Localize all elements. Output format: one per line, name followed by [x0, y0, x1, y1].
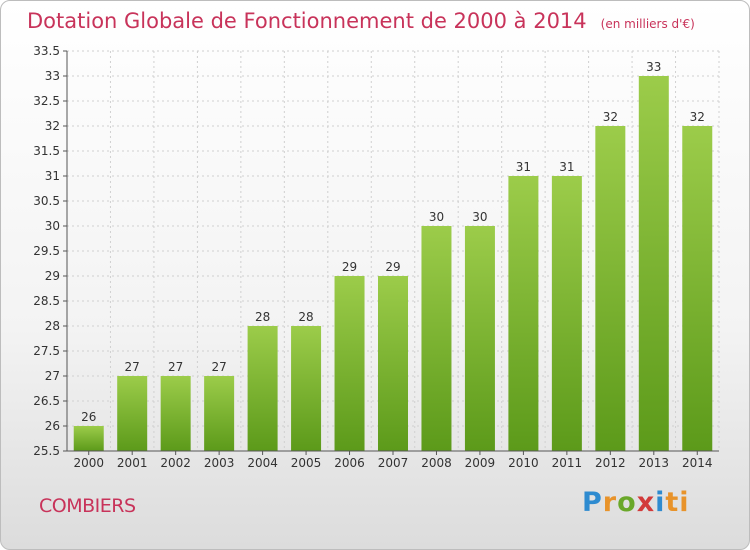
y-tick-label: 32: [45, 119, 60, 133]
value-label: 30: [429, 210, 444, 224]
value-label: 31: [559, 160, 574, 174]
bar-2009: [464, 226, 495, 451]
y-tick-label: 31: [45, 169, 60, 183]
x-tick-label: 2005: [291, 456, 322, 470]
x-tick-label: 2006: [334, 456, 365, 470]
y-tick-label: 32.5: [33, 94, 60, 108]
bars: 26 27 27 27 28 28 29 29 30 30 31 31 32 33 32: [73, 60, 713, 451]
value-label: 33: [646, 60, 661, 74]
x-tick-label: 2008: [421, 456, 452, 470]
bar-2007: [378, 276, 408, 451]
y-tick-label: 33.5: [33, 44, 60, 58]
logo-letter: r: [602, 487, 618, 518]
logo-letter: ti: [665, 487, 690, 518]
value-label: 29: [385, 260, 400, 274]
y-tick-label: 30.5: [33, 194, 60, 208]
bar-2003: [204, 376, 235, 451]
bar-2012: [595, 126, 626, 451]
bar-2011: [551, 176, 582, 451]
bar-2013: [638, 76, 669, 451]
value-label: 29: [342, 260, 357, 274]
chart-title-text: Dotation Globale de Fonctionnement de 20…: [27, 9, 587, 33]
value-label: 27: [168, 360, 183, 374]
x-tick-label: 2001: [117, 456, 148, 470]
chart-unit: (en milliers d'€): [600, 17, 695, 31]
bar-2010: [508, 176, 539, 451]
proxiti-logo: Proxiti: [582, 487, 690, 518]
y-tick-label: 25.5: [33, 444, 60, 458]
y-tick-label: 29.5: [33, 244, 60, 258]
x-tick-label: 2004: [247, 456, 278, 470]
x-tick-label: 2009: [465, 456, 496, 470]
value-label: 32: [690, 110, 705, 124]
logo-letter: i: [655, 487, 666, 518]
bar-2005: [291, 326, 322, 451]
y-tick-label: 30: [45, 219, 60, 233]
value-label: 32: [603, 110, 618, 124]
x-tick-label: 2011: [552, 456, 583, 470]
chart-title: Dotation Globale de Fonctionnement de 20…: [27, 9, 695, 33]
bar-2002: [160, 376, 191, 451]
y-tick-label: 28: [45, 319, 60, 333]
y-tick-label: 33: [45, 69, 60, 83]
commune-name: COMBIERS: [39, 495, 136, 517]
y-tick-label: 28.5: [33, 294, 60, 308]
y-tick-label: 29: [45, 269, 60, 283]
x-tick-label: 2012: [595, 456, 626, 470]
bar-2000: [73, 426, 104, 451]
y-tick-label: 26: [45, 419, 60, 433]
y-tick-label: 27: [45, 369, 60, 383]
x-tick-label: 2002: [160, 456, 191, 470]
bar-2001: [117, 376, 148, 451]
bar-2004: [247, 326, 278, 451]
logo-letter: o: [617, 487, 637, 518]
value-label: 30: [472, 210, 487, 224]
y-tick-label: 26.5: [33, 394, 60, 408]
x-tick-label: 2014: [682, 456, 713, 470]
x-tick-label: 2000: [73, 456, 104, 470]
bar-2006: [334, 276, 365, 451]
value-label: 26: [81, 410, 96, 424]
x-tick-label: 2007: [378, 456, 409, 470]
value-label: 27: [211, 360, 226, 374]
value-label: 31: [516, 160, 531, 174]
x-tick-label: 2010: [508, 456, 539, 470]
y-tick-label: 27.5: [33, 344, 60, 358]
value-label: 27: [125, 360, 140, 374]
value-label: 28: [255, 310, 270, 324]
logo-letter: P: [582, 487, 603, 518]
logo-letter: x: [636, 487, 656, 518]
y-tick-label: 31.5: [33, 144, 60, 158]
bar-2008: [421, 226, 452, 451]
x-tick-label: 2003: [204, 456, 235, 470]
bar-2014: [682, 126, 713, 451]
axes: 25.5 26 26.5 27 27.5 28 28.5 29 29.5 30 30.5 31 31.5…: [33, 44, 719, 470]
x-tick-label: 2013: [639, 456, 670, 470]
value-label: 28: [298, 310, 313, 324]
